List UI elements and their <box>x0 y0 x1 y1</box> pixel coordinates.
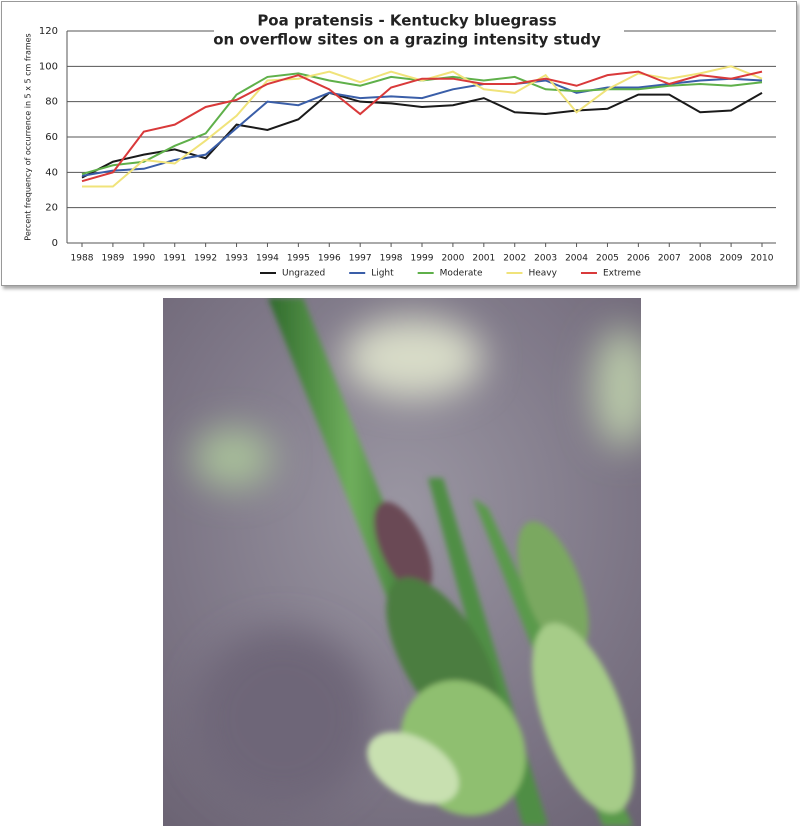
x-tick-label: 1993 <box>225 254 248 264</box>
x-tick-label: 2003 <box>534 254 557 264</box>
x-tick-label: 1994 <box>256 254 279 264</box>
legend-label: Ungrazed <box>282 269 325 279</box>
x-tick-label: 2001 <box>472 254 495 264</box>
legend-label: Moderate <box>440 269 483 279</box>
y-tick-label: 40 <box>45 167 58 178</box>
x-tick-label: 2006 <box>627 254 650 264</box>
line-series <box>81 70 763 183</box>
grass-stems <box>268 298 634 826</box>
y-tick-label: 0 <box>52 238 58 249</box>
legend-label: Heavy <box>528 269 557 279</box>
x-tick-label: 1988 <box>71 254 94 264</box>
x-tick-label: 2005 <box>596 254 619 264</box>
y-tick-label: 20 <box>45 203 58 214</box>
chart-subtitle: on overflow sites on a grazing intensity… <box>213 31 601 49</box>
x-tick-label: 1998 <box>380 254 403 264</box>
x-tick-label: 1990 <box>132 254 155 264</box>
y-tick-label: 60 <box>45 132 58 143</box>
title-box <box>214 8 624 50</box>
y-axis-label: Percent frequency of occurrence in 5 x 5… <box>24 33 33 240</box>
x-tick-label: 1989 <box>101 254 124 264</box>
x-tick-label: 2000 <box>441 254 464 264</box>
x-tick-label: 1997 <box>349 254 372 264</box>
x-tick-label: 1999 <box>411 254 434 264</box>
y-tick-label: 100 <box>39 61 58 72</box>
x-tick-label: 2002 <box>503 254 526 264</box>
x-tick-label: 1996 <box>318 254 341 264</box>
y-tick-label: 80 <box>45 97 58 108</box>
x-tick-label: 1995 <box>287 254 310 264</box>
x-tick-label: 1992 <box>194 254 217 264</box>
chart-panel: Percent frequency of occurrence in 5 x 5… <box>1 1 797 286</box>
legend-label: Extreme <box>603 269 641 279</box>
chart: Percent frequency of occurrence in 5 x 5… <box>24 8 776 279</box>
line-series <box>81 77 763 177</box>
photo-bokeh <box>193 318 641 808</box>
x-tick-label: 2009 <box>720 254 743 264</box>
y-tick-label: 120 <box>39 26 58 37</box>
legend-label: Light <box>371 269 394 279</box>
x-tick-label: 2004 <box>565 254 588 264</box>
x-tick-label: 1991 <box>163 254 186 264</box>
x-tick-label: 2010 <box>751 254 774 264</box>
photo <box>163 298 641 826</box>
x-tick-label: 2007 <box>658 254 681 264</box>
chart-title: Poa pratensis - Kentucky bluegrass <box>257 12 556 30</box>
x-tick-label: 2008 <box>689 254 712 264</box>
line-series <box>81 91 763 179</box>
